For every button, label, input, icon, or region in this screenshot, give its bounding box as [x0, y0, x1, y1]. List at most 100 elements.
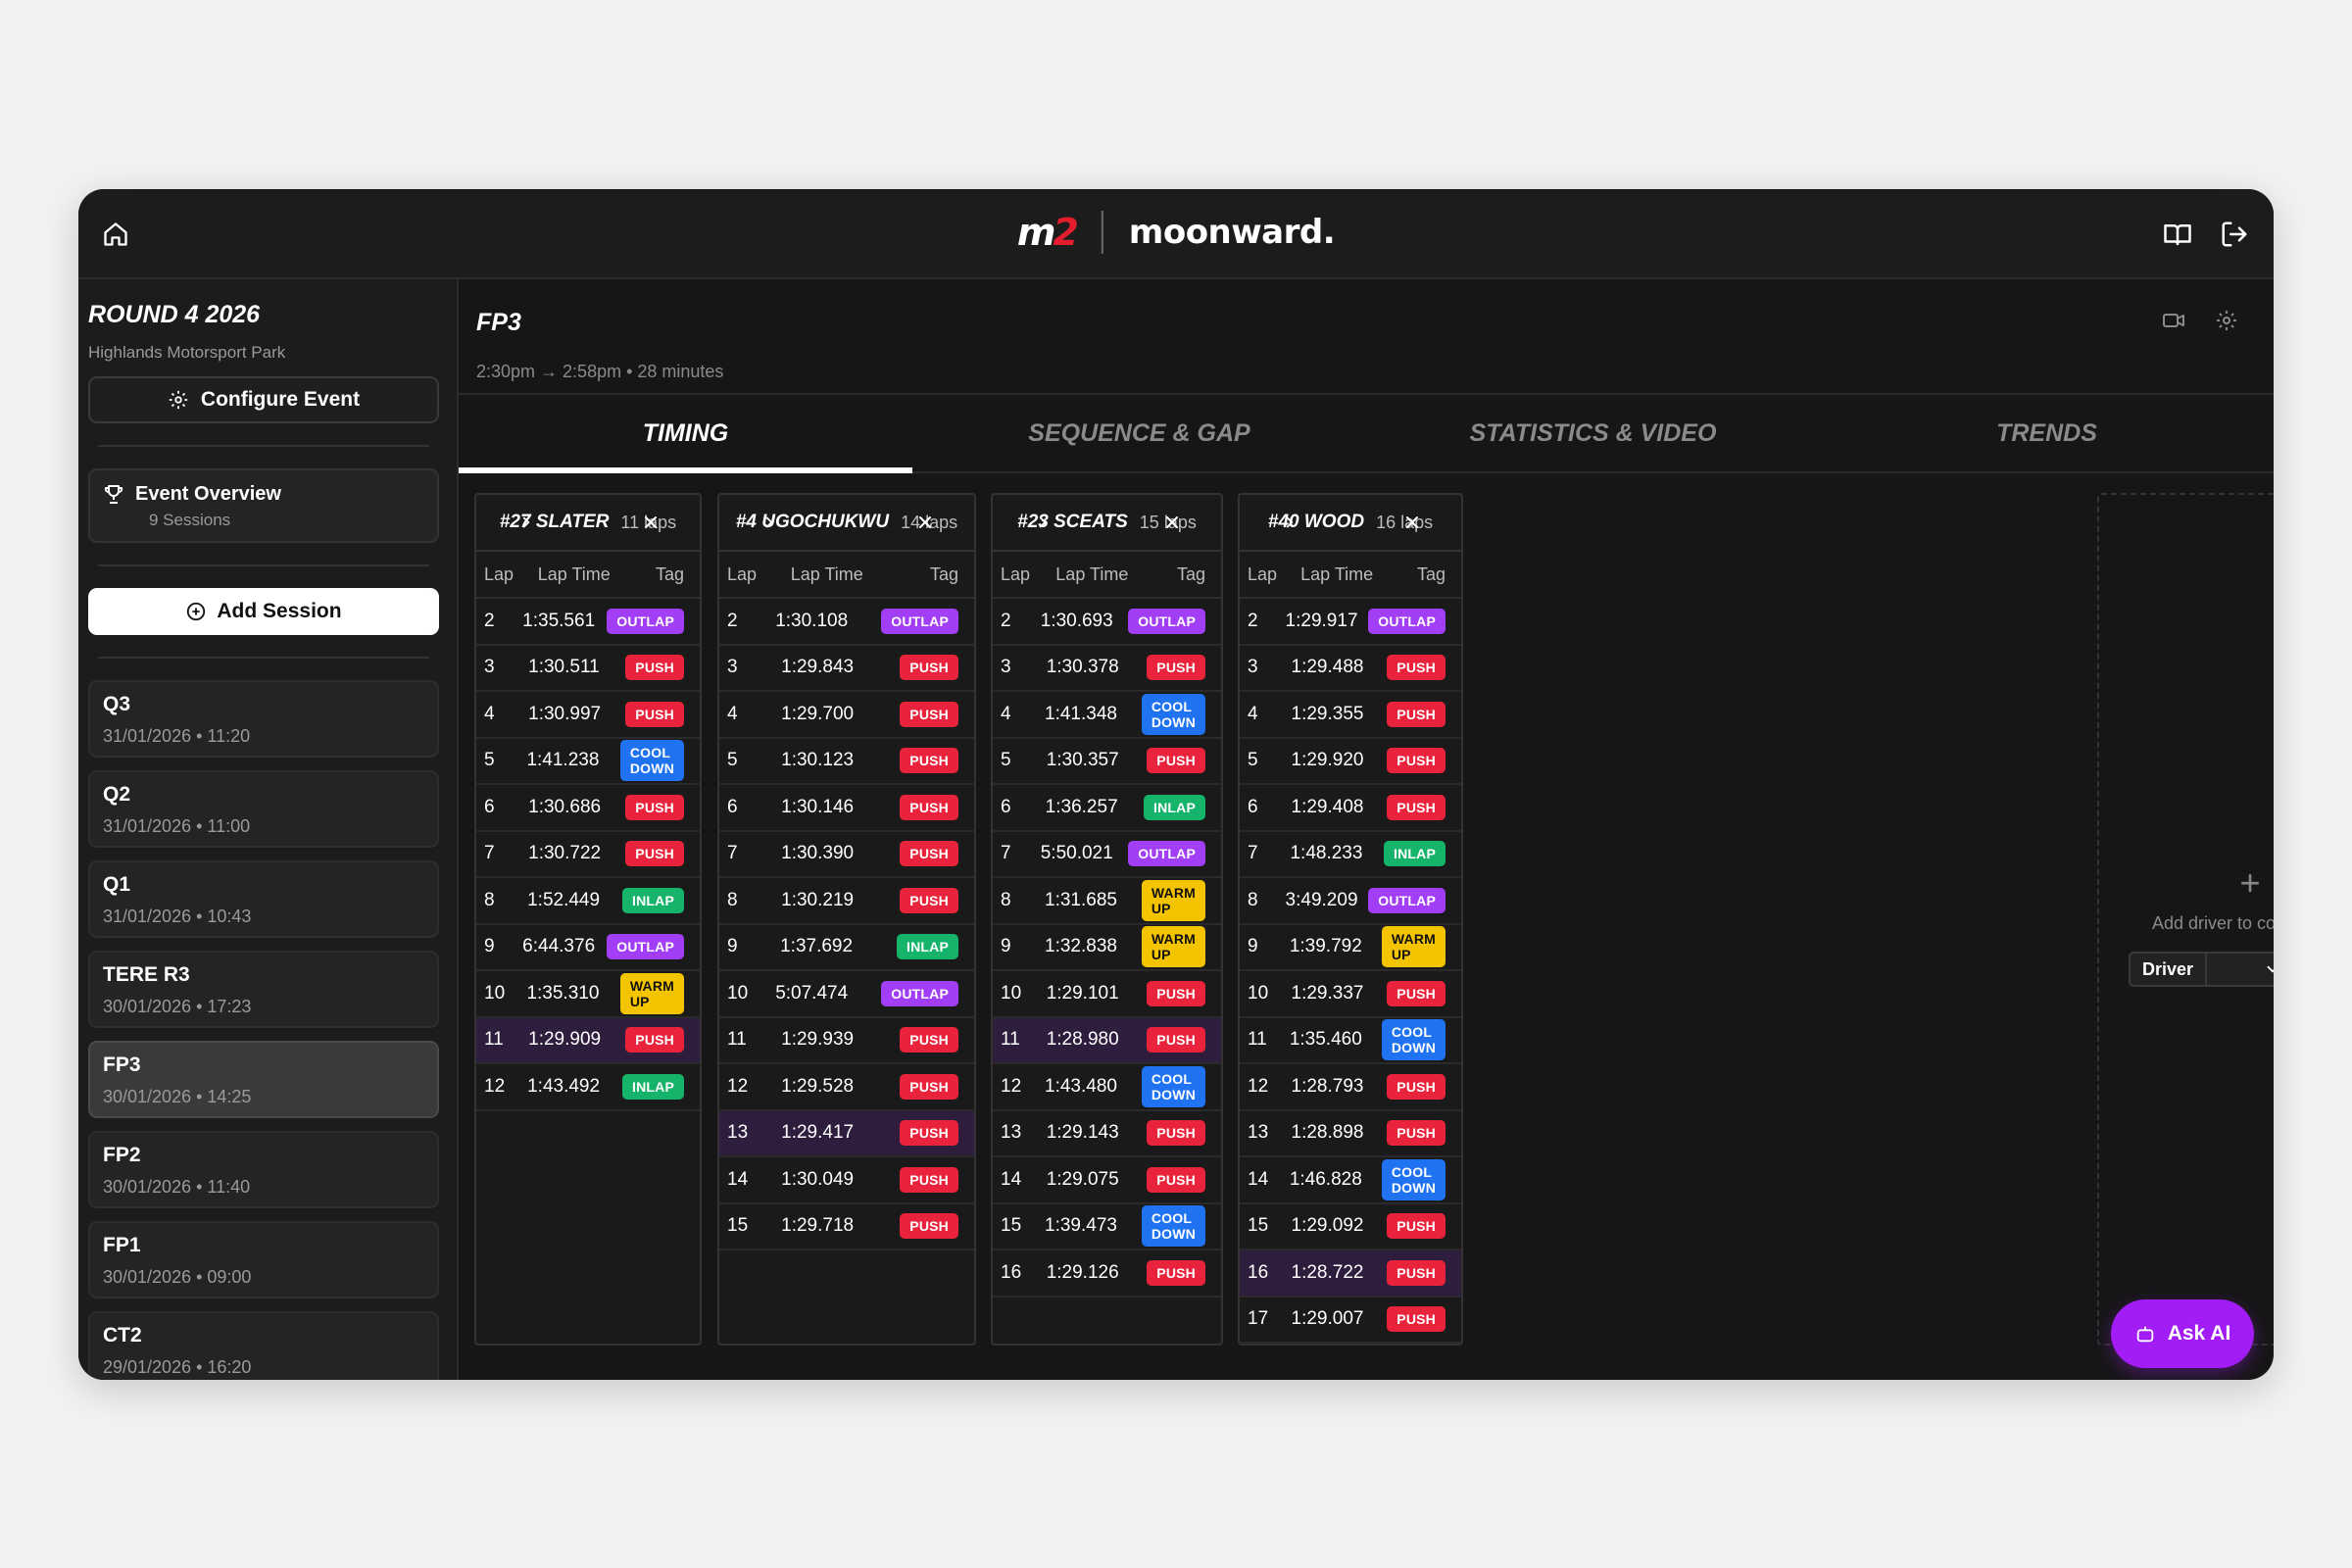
- table-row[interactable]: 6 1:30.686 PUSH: [476, 785, 700, 832]
- lap-time: 5:50.021: [1040, 843, 1113, 864]
- tab-statistics-video[interactable]: STATISTICS & VIDEO: [1469, 418, 1717, 447]
- lap-number: 8: [1001, 889, 1011, 910]
- session-item-q2[interactable]: Q2 31/01/2026 • 11:00: [88, 770, 439, 848]
- table-row[interactable]: 2 1:30.108 OUTLAP: [719, 599, 974, 646]
- session-item-ct2[interactable]: CT2 29/01/2026 • 16:20: [88, 1311, 439, 1380]
- lap-tag-badge: OUTLAP: [607, 608, 684, 634]
- table-row[interactable]: 3 1:29.488 PUSH: [1240, 646, 1461, 692]
- lap-number: 12: [1001, 1075, 1022, 1097]
- table-row[interactable]: 6 1:30.146 PUSH: [719, 785, 974, 832]
- lap-time: 1:30.123: [781, 750, 855, 771]
- chevron-right-icon[interactable]: [1281, 514, 1298, 531]
- table-row[interactable]: 8 1:30.219 PUSH: [719, 878, 974, 925]
- home-button[interactable]: [96, 215, 135, 254]
- logout-button[interactable]: [2215, 215, 2254, 254]
- close-icon[interactable]: [915, 513, 935, 532]
- table-row[interactable]: 2 1:35.561 OUTLAP: [476, 599, 700, 646]
- table-row[interactable]: 14 1:30.049 PUSH: [719, 1157, 974, 1204]
- col-lap-time: Lap Time: [790, 564, 863, 584]
- table-row[interactable]: 5 1:41.238 COOL DOWN: [476, 739, 700, 785]
- table-row[interactable]: 12 1:28.793 PUSH: [1240, 1064, 1461, 1111]
- table-row[interactable]: 7 1:30.722 PUSH: [476, 832, 700, 878]
- table-row[interactable]: 11 1:29.909 PUSH: [476, 1017, 700, 1064]
- session-settings-button[interactable]: [2215, 309, 2238, 337]
- table-row[interactable]: 10 1:29.101 PUSH: [993, 971, 1221, 1018]
- table-row[interactable]: 7 5:50.021 OUTLAP: [993, 832, 1221, 878]
- table-row[interactable]: 16 1:29.126 PUSH: [993, 1250, 1221, 1298]
- session-item-fp3[interactable]: FP3 30/01/2026 • 14:25: [88, 1041, 439, 1118]
- event-overview-button[interactable]: Event Overview 9 Sessions: [88, 468, 439, 543]
- close-icon[interactable]: [1162, 513, 1182, 532]
- table-row[interactable]: 15 1:29.718 PUSH: [719, 1204, 974, 1250]
- table-row[interactable]: 10 1:29.337 PUSH: [1240, 971, 1461, 1018]
- table-row[interactable]: 5 1:29.920 PUSH: [1240, 739, 1461, 785]
- docs-button[interactable]: [2158, 215, 2197, 254]
- lap-number: 13: [727, 1122, 749, 1144]
- lap-number: 16: [1248, 1261, 1269, 1283]
- table-row[interactable]: 14 1:29.075 PUSH: [993, 1157, 1221, 1204]
- table-row[interactable]: 17 1:29.007 PUSH: [1240, 1298, 1461, 1344]
- close-icon[interactable]: [641, 513, 661, 532]
- table-row[interactable]: 3 1:30.378 PUSH: [993, 646, 1221, 692]
- table-row[interactable]: 10 5:07.474 OUTLAP: [719, 971, 974, 1018]
- table-row[interactable]: 9 6:44.376 OUTLAP: [476, 925, 700, 971]
- ask-ai-button[interactable]: Ask AI: [2111, 1299, 2254, 1368]
- table-row[interactable]: 7 1:48.233 INLAP: [1240, 832, 1461, 878]
- chevron-right-icon[interactable]: [760, 514, 778, 531]
- close-icon[interactable]: [1402, 513, 1422, 532]
- table-row[interactable]: 11 1:35.460 COOL DOWN: [1240, 1018, 1461, 1064]
- table-row[interactable]: 16 1:28.722 PUSH: [1240, 1250, 1461, 1298]
- table-row[interactable]: 13 1:29.143 PUSH: [993, 1111, 1221, 1157]
- chevron-right-icon[interactable]: [517, 514, 535, 531]
- table-row[interactable]: 4 1:29.700 PUSH: [719, 692, 974, 739]
- table-row[interactable]: 6 1:29.408 PUSH: [1240, 785, 1461, 832]
- table-row[interactable]: 3 1:29.843 PUSH: [719, 646, 974, 692]
- table-row[interactable]: 5 1:30.357 PUSH: [993, 739, 1221, 785]
- table-row[interactable]: 4 1:30.997 PUSH: [476, 692, 700, 739]
- table-row[interactable]: 5 1:30.123 PUSH: [719, 739, 974, 785]
- session-list: Q3 31/01/2026 • 11:20 Q2 31/01/2026 • 11:00…: [88, 680, 439, 1380]
- table-row[interactable]: 8 1:31.685 WARM UP: [993, 878, 1221, 925]
- table-row[interactable]: 9 1:32.838 WARM UP: [993, 925, 1221, 971]
- session-item-fp2[interactable]: FP2 30/01/2026 • 11:40: [88, 1131, 439, 1208]
- video-button[interactable]: [2162, 309, 2185, 337]
- session-item-fp1[interactable]: FP1 30/01/2026 • 09:00: [88, 1221, 439, 1298]
- lap-number: 12: [1248, 1075, 1269, 1097]
- table-row[interactable]: 4 1:41.348 COOL DOWN: [993, 692, 1221, 739]
- table-row[interactable]: 9 1:37.692 INLAP: [719, 925, 974, 971]
- table-row[interactable]: 13 1:28.898 PUSH: [1240, 1111, 1461, 1157]
- lap-tag-badge: COOL DOWN: [1141, 693, 1205, 735]
- tab-sequence-gap[interactable]: SEQUENCE & GAP: [1028, 418, 1250, 447]
- add-session-button[interactable]: Add Session: [88, 588, 439, 635]
- table-row[interactable]: 9 1:39.792 WARM UP: [1240, 925, 1461, 971]
- table-row[interactable]: 8 3:49.209 OUTLAP: [1240, 878, 1461, 925]
- session-item-tere-r3[interactable]: TERE R3 30/01/2026 • 17:23: [88, 951, 439, 1028]
- table-row[interactable]: 2 1:29.917 OUTLAP: [1240, 599, 1461, 646]
- table-row[interactable]: 12 1:43.480 COOL DOWN: [993, 1064, 1221, 1111]
- table-row[interactable]: 15 1:39.473 COOL DOWN: [993, 1204, 1221, 1250]
- configure-event-button[interactable]: Configure Event: [88, 376, 439, 423]
- table-row[interactable]: 4 1:29.355 PUSH: [1240, 692, 1461, 739]
- lap-tag-badge: PUSH: [1387, 701, 1446, 727]
- session-item-q3[interactable]: Q3 31/01/2026 • 11:20: [88, 680, 439, 758]
- driver-select[interactable]: Driver: [2129, 952, 2274, 987]
- table-row[interactable]: 11 1:28.980 PUSH: [993, 1017, 1221, 1064]
- table-row[interactable]: 2 1:30.693 OUTLAP: [993, 599, 1221, 646]
- add-driver-button[interactable]: +: [2239, 862, 2261, 903]
- table-row[interactable]: 13 1:29.417 PUSH: [719, 1110, 974, 1157]
- table-row[interactable]: 15 1:29.092 PUSH: [1240, 1204, 1461, 1250]
- tab-timing[interactable]: TIMING: [459, 395, 912, 473]
- table-row[interactable]: 3 1:30.511 PUSH: [476, 646, 700, 692]
- lap-time: 1:29.417: [781, 1122, 855, 1144]
- table-row[interactable]: 12 1:29.528 PUSH: [719, 1064, 974, 1111]
- session-item-q1[interactable]: Q1 31/01/2026 • 10:43: [88, 860, 439, 938]
- tab-trends[interactable]: TRENDS: [1996, 418, 2097, 447]
- table-row[interactable]: 10 1:35.310 WARM UP: [476, 971, 700, 1018]
- table-row[interactable]: 8 1:52.449 INLAP: [476, 878, 700, 925]
- chevron-right-icon[interactable]: [1034, 514, 1052, 531]
- table-row[interactable]: 6 1:36.257 INLAP: [993, 785, 1221, 832]
- table-row[interactable]: 7 1:30.390 PUSH: [719, 832, 974, 878]
- table-row[interactable]: 12 1:43.492 INLAP: [476, 1064, 700, 1111]
- table-row[interactable]: 11 1:29.939 PUSH: [719, 1018, 974, 1064]
- table-row[interactable]: 14 1:46.828 COOL DOWN: [1240, 1157, 1461, 1204]
